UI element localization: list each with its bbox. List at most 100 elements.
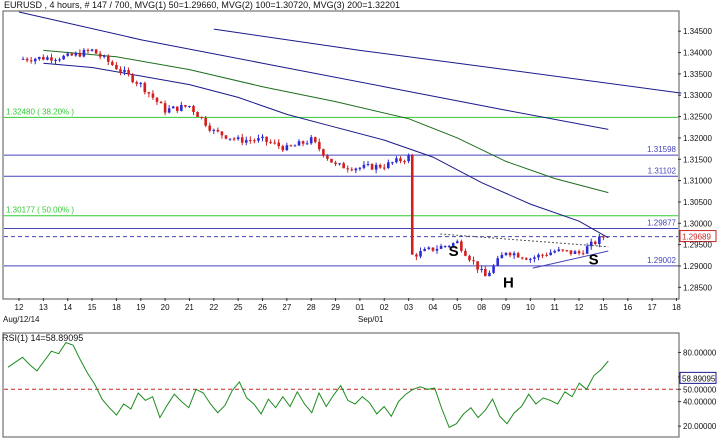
candle-body: [362, 164, 366, 168]
y-tick-label: 1.29500: [683, 241, 712, 250]
candle-body: [232, 138, 236, 140]
candle-body: [403, 161, 406, 163]
candle-body: [293, 145, 297, 147]
candle-body: [419, 251, 422, 257]
candle-body: [492, 265, 495, 273]
candle-body: [188, 105, 191, 107]
candle-body: [391, 162, 394, 164]
candle-body: [98, 53, 102, 57]
candle-body: [301, 141, 305, 144]
candle-body: [33, 58, 37, 62]
rsi-line: [7, 341, 609, 429]
candle-body: [318, 142, 321, 150]
candle-body: [520, 257, 524, 259]
candle-body: [399, 158, 402, 162]
candle-body: [46, 57, 49, 60]
candle-body: [472, 260, 475, 262]
candle-body: [42, 56, 45, 60]
candle-body: [447, 245, 451, 247]
candle-body: [488, 272, 491, 277]
candle-body: [216, 129, 220, 132]
candle-body: [504, 252, 508, 255]
y-tick-label: 1.33500: [683, 70, 712, 79]
candle-body: [382, 167, 386, 169]
y-tick-label: 1.29000: [683, 262, 712, 271]
candle-body: [127, 69, 130, 75]
x-tick-label: 18: [672, 303, 681, 312]
candle-body: [451, 243, 455, 246]
candle-body: [476, 261, 479, 270]
candle-body: [500, 254, 504, 259]
y-tick-label: 1.31000: [683, 177, 712, 186]
candle-body: [224, 135, 228, 139]
candle-body: [573, 251, 577, 254]
candle-body: [159, 101, 163, 104]
candle-body: [281, 146, 285, 151]
candle-body: [593, 241, 597, 244]
candle-body: [410, 155, 414, 255]
candle-body: [342, 163, 345, 169]
neckline: [440, 233, 609, 248]
candle-body: [167, 108, 171, 113]
candle-body: [407, 155, 410, 162]
candle-body: [54, 59, 57, 61]
candle-body: [309, 137, 313, 144]
candle-body: [257, 138, 260, 141]
candle-body: [557, 249, 561, 252]
date-sep-label: Sep/01: [358, 315, 384, 324]
candle-body: [200, 116, 203, 118]
date-start-label: Aug/12/14: [3, 315, 40, 324]
candle-body: [598, 236, 601, 244]
candle-body: [297, 141, 301, 146]
candle-body: [192, 105, 195, 113]
candle-body: [589, 241, 593, 247]
candle-body: [66, 53, 69, 56]
current-price-label: 1.29689: [682, 233, 711, 242]
candles: [21, 48, 605, 277]
candle-body: [155, 97, 159, 102]
candle-body: [468, 255, 471, 261]
candle-body: [358, 167, 362, 169]
candle-body: [139, 82, 143, 84]
candle-body: [334, 162, 337, 165]
candle-body: [549, 252, 552, 256]
candle-body: [21, 58, 25, 60]
candle-body: [74, 52, 78, 56]
candle-body: [25, 58, 29, 61]
candle-body: [119, 69, 122, 72]
x-tick-label: 22: [209, 303, 218, 312]
candle-body: [208, 125, 212, 131]
candle-body: [496, 258, 500, 266]
candle-body: [545, 254, 548, 256]
candle-body: [395, 158, 398, 163]
candle-body: [456, 241, 459, 244]
candle-body: [228, 138, 232, 140]
candle-body: [277, 142, 281, 147]
candle-body: [569, 250, 573, 254]
candle-body: [78, 52, 82, 57]
candle-body: [529, 258, 532, 260]
x-tick-label: 28: [307, 303, 316, 312]
moving-average-line: [18, 11, 609, 130]
candle-body: [285, 145, 289, 151]
candle-body: [29, 60, 33, 62]
y-tick-label: 1.34000: [683, 49, 712, 58]
candle-body: [175, 106, 179, 111]
candle-body: [305, 143, 309, 145]
y-tick-label: 1.32000: [683, 134, 712, 143]
y-tick-label: 1.28500: [683, 283, 712, 292]
candle-body: [289, 145, 293, 147]
x-tick-label: 18: [112, 303, 121, 312]
x-tick-label: 19: [136, 303, 145, 312]
x-tick-label: 01: [355, 303, 364, 312]
candle-body: [273, 142, 276, 144]
candle-body: [62, 55, 65, 60]
x-tick-label: 16: [623, 303, 632, 312]
candle-body: [50, 57, 53, 61]
candle-body: [151, 93, 155, 98]
candle-body: [524, 258, 528, 260]
pattern-annotations: S H S: [449, 243, 599, 291]
candle-body: [581, 253, 585, 255]
candle-body: [484, 269, 487, 277]
candle-body: [106, 55, 110, 62]
